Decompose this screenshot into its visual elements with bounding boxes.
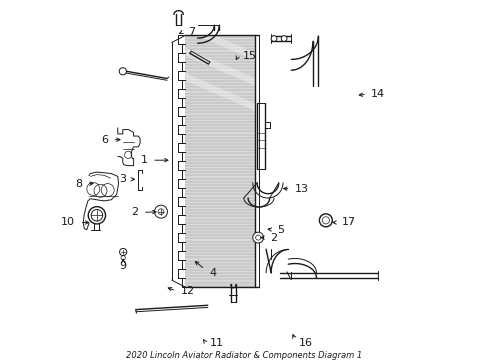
Text: 14: 14 [370, 89, 385, 99]
Text: 5: 5 [276, 225, 284, 235]
Text: 10: 10 [61, 217, 75, 228]
Text: 13: 13 [294, 184, 308, 194]
Text: 3: 3 [119, 174, 125, 184]
Polygon shape [185, 0, 254, 35]
Circle shape [270, 36, 276, 41]
Polygon shape [185, 48, 254, 86]
Text: 7: 7 [187, 27, 194, 37]
Text: 16: 16 [299, 338, 313, 348]
Circle shape [281, 36, 286, 41]
Text: 17: 17 [341, 217, 355, 228]
Circle shape [88, 207, 105, 224]
Text: 2020 Lincoln Aviator Radiator & Components Diagram 1: 2020 Lincoln Aviator Radiator & Componen… [126, 351, 362, 360]
Circle shape [120, 248, 126, 256]
Text: 6: 6 [101, 135, 108, 145]
Text: 1: 1 [141, 155, 147, 165]
Polygon shape [185, 73, 254, 111]
Circle shape [154, 205, 167, 218]
Bar [185, 35, 254, 287]
Text: 12: 12 [180, 286, 194, 296]
Circle shape [252, 232, 263, 243]
Text: 8: 8 [75, 179, 82, 189]
Text: 4: 4 [209, 268, 216, 278]
Text: 2: 2 [131, 207, 139, 217]
Text: 2: 2 [269, 233, 276, 243]
Text: 9: 9 [120, 261, 126, 271]
Polygon shape [185, 23, 254, 60]
Text: 15: 15 [242, 51, 256, 61]
Text: 11: 11 [209, 338, 224, 348]
Circle shape [319, 214, 332, 227]
Circle shape [119, 68, 126, 75]
